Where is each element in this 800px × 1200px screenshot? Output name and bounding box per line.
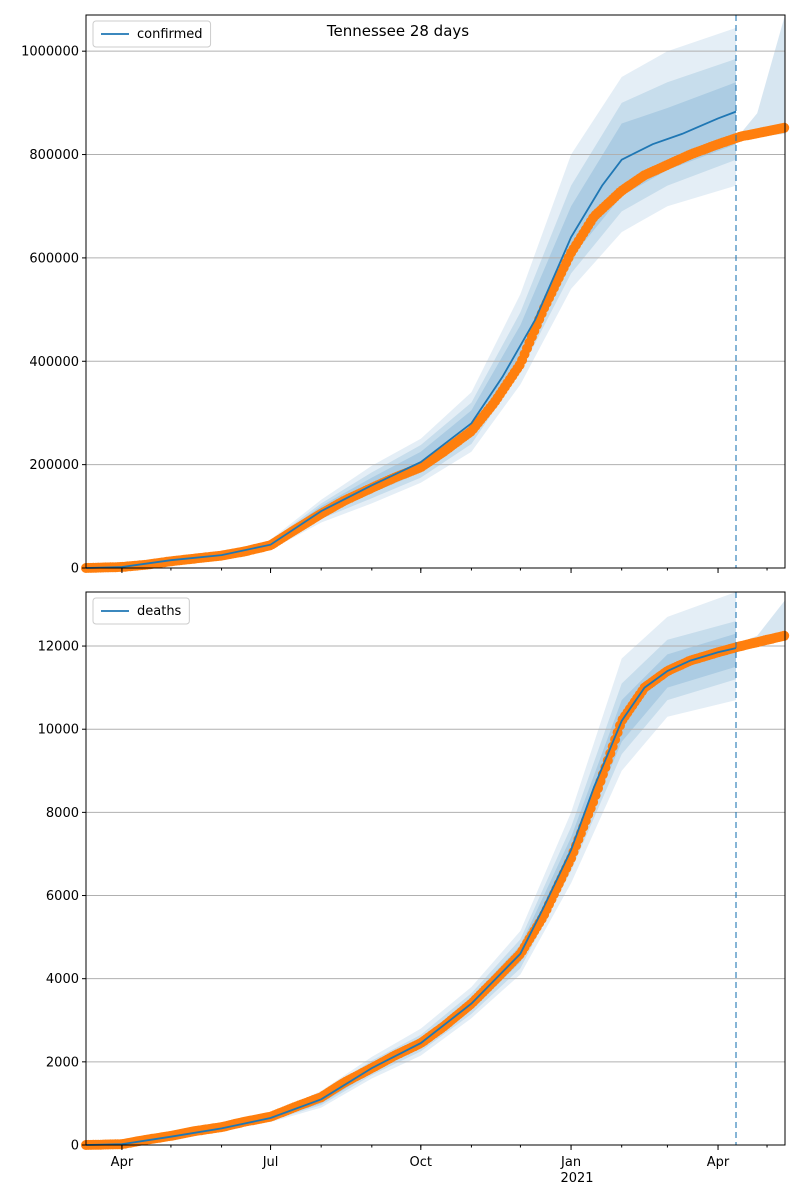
y-tick-label: 6000 (46, 889, 79, 904)
deaths-legend-label: deaths (137, 604, 182, 619)
y-tick-label: 1000000 (21, 45, 79, 60)
y-tick-label: 2000 (46, 1055, 79, 1070)
x-tick-label: Apr (707, 1155, 730, 1170)
confirmed-legend: confirmed (92, 20, 212, 48)
band-middle (270, 621, 736, 1121)
y-tick-label: 0 (71, 562, 79, 577)
confirmed-plot-frame (85, 14, 786, 569)
y-tick-label: 400000 (29, 355, 79, 370)
deaths-x-axis: Apr Jul Oct Jan Apr (111, 1145, 768, 1170)
confirmed-uncertainty-bands (270, 15, 785, 550)
deaths-legend: deaths (92, 597, 190, 625)
deaths-panel: 0 2000 4000 6000 8000 10000 12000 Apr Jul Oct Jan… (38, 591, 790, 1170)
deaths-y-axis: 0 2000 4000 6000 8000 10000 12000 (38, 640, 86, 1154)
confirmed-panel: 0 200000 400000 600000 800000 1000000 confirm… (21, 14, 790, 577)
y-tick-label: 8000 (46, 806, 79, 821)
confirmed-model-line (85, 110, 737, 569)
model-series-line (85, 647, 737, 1146)
x-tick-label: Oct (410, 1155, 432, 1170)
confirmed-gridlines (86, 50, 785, 466)
y-tick-label: 12000 (38, 640, 79, 655)
y-tick-label: 200000 (29, 458, 79, 473)
band-after-forecast (736, 15, 785, 142)
y-tick-label: 10000 (38, 723, 79, 738)
confirmed-y-axis: 0 200000 400000 600000 800000 1000000 (21, 45, 86, 577)
x-tick-label: Jul (262, 1155, 279, 1170)
deaths-model-line (85, 647, 737, 1146)
figure-title: Tennessee 28 days (326, 22, 469, 40)
x-year-label: 2021 (560, 1171, 593, 1186)
deaths-legend-box (92, 597, 190, 625)
y-tick-label: 600000 (29, 251, 79, 266)
deaths-plot-frame (85, 591, 786, 1146)
observed-point (779, 122, 790, 133)
confirmed-legend-label: confirmed (137, 27, 203, 42)
observed-point (779, 630, 790, 641)
confirmed-observed-points (81, 122, 790, 573)
band-outer (270, 27, 736, 550)
y-tick-label: 4000 (46, 972, 79, 987)
x-tick-label: Apr (111, 1155, 134, 1170)
x-tick-label: Jan (560, 1155, 581, 1170)
band-inner (270, 82, 736, 548)
y-tick-label: 0 (71, 1139, 79, 1154)
confirmed-x-axis (121, 568, 768, 573)
model-series-line (85, 110, 737, 569)
confirmed-legend-box (92, 20, 212, 48)
deaths-uncertainty-bands (270, 592, 785, 1123)
band-middle (270, 58, 736, 549)
y-tick-label: 800000 (29, 148, 79, 163)
deaths-gridlines (86, 645, 785, 1063)
